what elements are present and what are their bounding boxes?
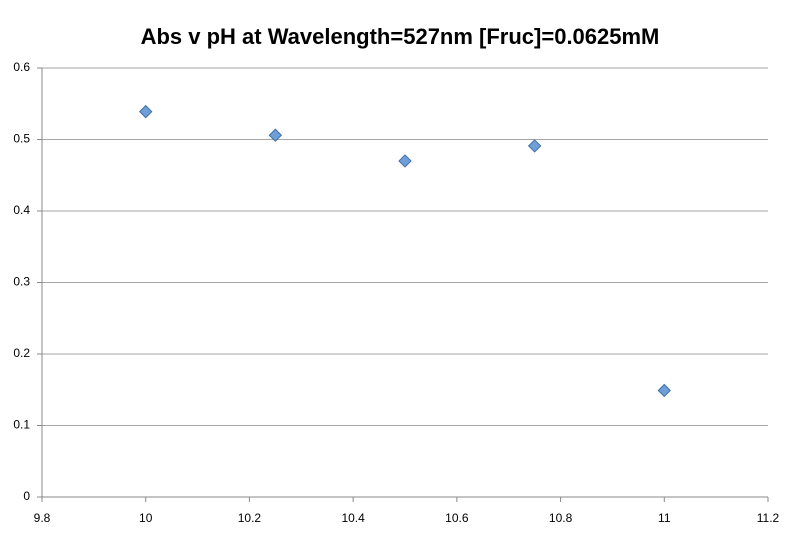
- y-tick-label: 0: [23, 489, 30, 503]
- x-tick-label: 10: [139, 511, 153, 525]
- x-tick-label: 10.2: [238, 511, 262, 525]
- data-point: [268, 128, 283, 142]
- y-tick-label: 0.6: [13, 60, 30, 74]
- data-point: [657, 383, 671, 398]
- y-tick-label: 0.3: [13, 275, 30, 289]
- x-tick-label: 10.6: [445, 511, 469, 525]
- y-tick-label: 0.1: [13, 418, 30, 432]
- x-tick-label: 11: [658, 511, 671, 525]
- data-point: [139, 104, 153, 119]
- x-tick-label: 9.8: [34, 511, 51, 525]
- data-point: [398, 154, 412, 168]
- data-point: [527, 139, 542, 153]
- x-tick-label: 10.8: [549, 511, 573, 525]
- x-tick-label: 11.2: [757, 511, 780, 525]
- y-tick-label: 0.5: [13, 132, 30, 146]
- x-tick-label: 10.4: [341, 511, 365, 525]
- y-tick-label: 0.4: [13, 203, 30, 217]
- y-tick-label: 0.2: [13, 346, 30, 360]
- chart-title: Abs v pH at Wavelength=527nm [Fruc]=0.06…: [141, 24, 660, 49]
